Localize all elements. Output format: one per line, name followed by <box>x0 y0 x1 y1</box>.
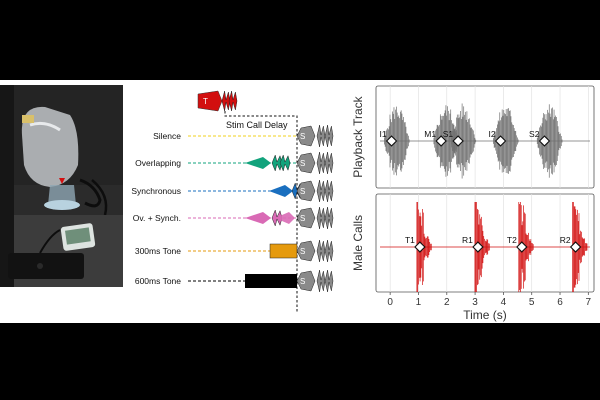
stimulus-mark: S <box>300 187 305 196</box>
sync-call-icon <box>275 212 295 224</box>
stimulus-mark: S <box>300 247 305 256</box>
male-call-note-icon <box>228 90 238 112</box>
stimulus-mark: S <box>300 159 305 168</box>
stimulus-note-icon <box>316 239 326 263</box>
event-marker <box>452 135 464 147</box>
x-tick-label: 0 <box>387 297 393 308</box>
condition-label: Silence <box>153 131 181 141</box>
event-marker <box>472 241 484 253</box>
waveform-burst <box>384 106 410 176</box>
condition-row: Overlapping S <box>135 151 334 175</box>
event-marker <box>435 135 447 147</box>
plot-frame <box>375 85 595 189</box>
stimulus-note-icon <box>324 239 334 263</box>
event-marker <box>414 241 426 253</box>
tone-600-bar <box>245 274 297 288</box>
stimulus-note-icon <box>324 179 334 203</box>
condition-label: 300ms Tone <box>135 246 181 256</box>
condition-label: Synchronous <box>131 186 181 196</box>
stimulus-note-icon <box>324 124 334 148</box>
event-label: I2 <box>488 129 495 139</box>
stimulus-call-icon: S <box>296 179 334 203</box>
condition-row: Silence S <box>153 124 334 148</box>
stimulus-note-icon <box>324 206 334 230</box>
delay-label: Stim Call Delay <box>226 120 288 130</box>
event-marker <box>569 241 582 253</box>
condition-row: 600ms Tone S <box>135 269 334 293</box>
stimulus-call-icon: S <box>296 269 334 293</box>
event-label: S1 <box>443 129 454 139</box>
stimulus-note-icon <box>316 124 326 148</box>
event-marker <box>516 241 528 253</box>
x-tick-label: 3 <box>472 297 478 308</box>
stimulus-note-icon <box>316 179 326 203</box>
y-axis-label: Playback Track <box>351 95 365 177</box>
condition-label: Overlapping <box>135 158 181 168</box>
playback-track-plot: Playback Track I1 M1 S1 I2 S2 <box>351 85 595 189</box>
x-tick-label: 2 <box>444 297 450 308</box>
stimulus-call-icon: S <box>296 239 334 263</box>
x-tick-label: 4 <box>501 297 507 308</box>
stimulus-note-icon <box>324 269 334 293</box>
stimulus-call-icon: S <box>296 151 334 175</box>
stimulus-note-icon <box>316 206 326 230</box>
event-label: S2 <box>529 129 540 139</box>
x-tick-label: 1 <box>416 297 422 308</box>
stimulus-note-icon <box>316 269 326 293</box>
event-label: I1 <box>379 129 386 139</box>
male-calls-plot: Male Calls T1 R1 T2 R2 0 1 2 3 4 5 6 7 Time (s) <box>351 193 595 322</box>
x-axis-label: Time (s) <box>463 308 507 322</box>
y-axis-label: Male Calls <box>351 215 365 271</box>
condition-row: 300ms Tone S <box>135 239 334 263</box>
condition-label: Ov. + Synch. <box>133 213 181 223</box>
condition-row: Ov. + Synch. S <box>133 206 334 230</box>
stimulus-note-icon <box>316 151 326 175</box>
event-marker <box>385 135 398 147</box>
event-marker <box>538 135 551 147</box>
event-label: T1 <box>405 235 415 245</box>
condition-label: 600ms Tone <box>135 276 181 286</box>
x-tick-label: 7 <box>586 297 592 308</box>
x-tick-label: 6 <box>557 297 563 308</box>
stimulus-mark: S <box>300 277 305 286</box>
overlap-call-icon <box>279 154 291 172</box>
setup-photo <box>0 85 123 287</box>
event-marker <box>494 135 507 147</box>
overlap-call-icon <box>245 212 271 224</box>
condition-row: Synchronous S <box>131 179 334 203</box>
event-label: T2 <box>507 235 517 245</box>
overlap-call-icon <box>245 157 271 169</box>
stimulus-call-icon: S <box>296 206 334 230</box>
tone-300-bar <box>269 243 298 259</box>
x-tick-label: 5 <box>529 297 535 308</box>
stimulus-call-icon: S <box>296 124 334 148</box>
male-call-icon <box>197 90 223 112</box>
event-label: R2 <box>560 235 571 245</box>
event-label: M1 <box>424 129 436 139</box>
stimulus-mark: S <box>300 214 305 223</box>
stimulus-note-icon <box>324 151 334 175</box>
sync-call-icon <box>269 185 293 197</box>
male-call-tone-mark: T <box>203 97 208 106</box>
delay-bracket <box>224 111 298 312</box>
event-label: R1 <box>462 235 473 245</box>
stimulus-mark: S <box>300 132 305 141</box>
waveform-plots: Playback Track I1 M1 S1 I2 S2 Male Calls T1 R1 T2… <box>351 85 595 322</box>
